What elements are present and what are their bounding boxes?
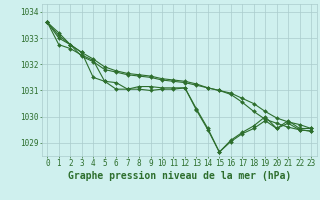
X-axis label: Graphe pression niveau de la mer (hPa): Graphe pression niveau de la mer (hPa) — [68, 171, 291, 181]
